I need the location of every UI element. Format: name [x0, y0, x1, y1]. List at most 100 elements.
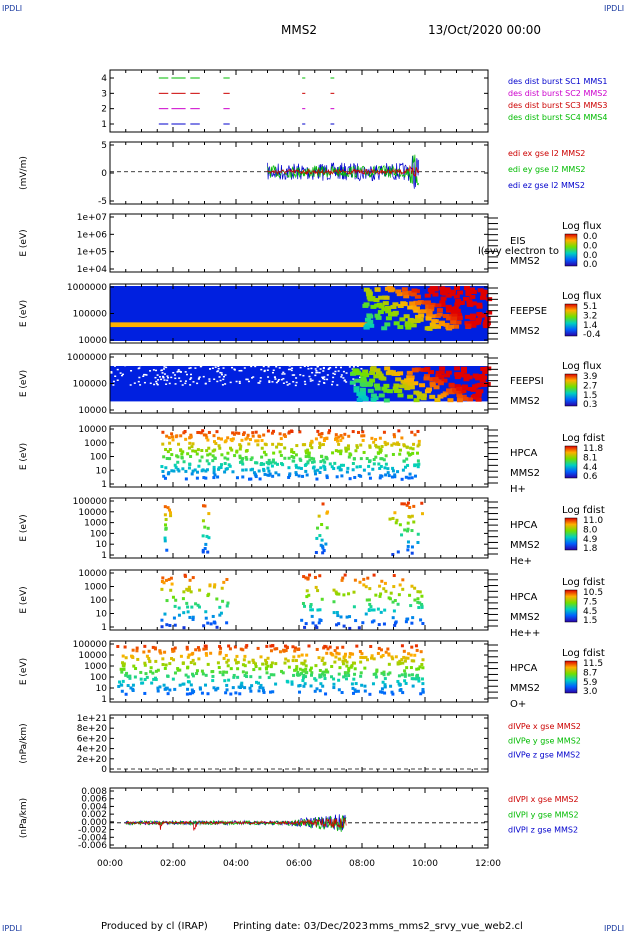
hpca_o-cell-473 — [370, 656, 374, 660]
hpca_hepp-cell-153 — [413, 586, 417, 590]
feepsi-cell-88 — [353, 388, 360, 393]
hpca_h-cell-272 — [344, 449, 348, 453]
hpca_o-cell-94 — [218, 652, 222, 656]
hpca_h-cell-33 — [206, 453, 210, 457]
hpca_o-cell-333 — [309, 666, 313, 670]
feepsi-gap-229 — [309, 380, 312, 382]
feepse-cell-167 — [452, 306, 459, 311]
feepse-cell-211 — [402, 291, 409, 296]
hpca_h-cell-363 — [402, 443, 406, 447]
hpca_o-cell-198 — [143, 663, 147, 667]
ytick-label-hpca_he-4: 10 — [96, 540, 108, 550]
feepse-cell-183 — [374, 287, 381, 292]
feepsi-gap-84 — [110, 371, 113, 373]
feepse-cell-159 — [367, 319, 374, 324]
hpca_h-cell-167 — [294, 471, 298, 475]
hpca_o-cell-115 — [216, 686, 220, 690]
hpca_he-cell-5 — [164, 527, 168, 531]
hpca_hepp-cell-112 — [335, 623, 339, 627]
hpca_o-cell-151 — [221, 673, 225, 677]
hpca_h-cell-348 — [287, 475, 291, 479]
hpca_o-cell-58 — [241, 663, 245, 667]
hpca_h-cell-135 — [331, 451, 335, 455]
hpca_h-cell-27 — [271, 458, 275, 462]
hpca_h-cell-291 — [205, 449, 209, 453]
hpca_h-cell-317 — [327, 431, 331, 435]
hpca_o-cell-483 — [252, 668, 256, 672]
feepse-cell-39 — [444, 287, 451, 292]
hpca_o-cell-169 — [301, 679, 305, 683]
hpca_o-cell-253 — [154, 659, 158, 663]
hpca_he-cell-69 — [410, 514, 414, 518]
hpca_hepp-cell-196 — [368, 587, 372, 591]
hpca_o-cell-363 — [191, 651, 195, 655]
hpca_h-cell-396 — [262, 462, 266, 466]
feepsi-cell-52 — [350, 371, 357, 376]
ylabel-feepse: E (eV) — [19, 300, 29, 327]
hpca_hepp-cell-106 — [378, 584, 382, 588]
hpca_o-cell-153 — [345, 660, 349, 664]
feepsi-cell-119 — [467, 386, 474, 391]
hpca_h-cell-196 — [325, 474, 329, 478]
feepsi-gap-88 — [162, 377, 165, 379]
feepsi-cell-151 — [369, 378, 376, 383]
feepsi-gap-14 — [308, 375, 311, 378]
hpca_o-cell-55 — [172, 658, 176, 662]
hpca_o-cell-284 — [295, 673, 299, 677]
feepsi-gap-47 — [309, 378, 312, 380]
hpca_h-cell-303 — [401, 468, 405, 472]
hpca_h-cell-185 — [304, 469, 308, 473]
hpca_hepp-cell-53 — [183, 574, 187, 578]
feepsi-cell-105 — [452, 388, 459, 393]
hpca_hepp-cell-39 — [215, 625, 219, 629]
hpca_h-cell-261 — [306, 460, 310, 464]
hpca_h-cell-248 — [232, 432, 236, 436]
hpca_o-cell-348 — [315, 647, 319, 651]
hpca_h-cell-210 — [219, 466, 223, 470]
hpca_he-cell-8 — [163, 536, 167, 540]
hpca_h-cell-45 — [207, 430, 211, 434]
feepse-cell-164 — [453, 286, 460, 291]
hpca_hepp-cell-54 — [188, 587, 192, 591]
hpca_o-cell-181 — [400, 658, 404, 662]
hpca_h-cell-79 — [360, 434, 364, 438]
feepse-cell-12 — [399, 317, 406, 322]
feepsi-cell-152 — [461, 366, 468, 371]
feepsi-cell-83 — [434, 398, 441, 403]
hpca_hepp-cell-10 — [186, 605, 190, 609]
hpca_h-cell-297 — [294, 473, 298, 477]
feepsi-cell-144 — [386, 389, 393, 394]
hpca_h-cell-34 — [353, 475, 357, 479]
hpca_hepp-cell-66 — [196, 603, 200, 607]
hpca_hepp-cell-88 — [303, 625, 307, 629]
hpca_he-cell-25 — [203, 525, 207, 529]
hpca_h-cell-341 — [171, 438, 175, 442]
feepsi-cell-163 — [472, 384, 479, 389]
hpca_he-cell-40 — [315, 536, 319, 540]
hpca_hepp-cell-178 — [340, 578, 344, 582]
hpca_h-cell-384 — [188, 435, 192, 439]
feepsi-gap-36 — [238, 380, 241, 383]
hpca_o-cell-140 — [290, 680, 294, 684]
hpca_o-cell-106 — [236, 675, 240, 679]
hpca_h-cell-67 — [250, 456, 254, 460]
feepse-cell-94 — [418, 313, 425, 318]
hpca_o-cell-492 — [163, 666, 167, 670]
hpca_h-cell-484 — [352, 457, 356, 461]
hpca_o-cell-469 — [143, 678, 147, 682]
feepsi-gap-125 — [307, 368, 310, 370]
hpca_o-cell-501 — [225, 660, 229, 664]
hpca_o-cell-451 — [123, 645, 127, 649]
hpca_h-cell-372 — [271, 460, 275, 464]
hpca_h-cell-78 — [260, 455, 264, 459]
feepsi-gap-61 — [342, 364, 345, 367]
hpca_o-cell-322 — [153, 647, 157, 651]
feepse-cell-208 — [463, 296, 470, 301]
feepse-cell-157 — [467, 302, 474, 307]
hpca_o-cell-126 — [122, 664, 126, 668]
feepsi-gap-206 — [268, 380, 271, 382]
hpca_h-cell-377 — [163, 476, 167, 480]
hpca_o-cell-254 — [241, 648, 245, 652]
hpca_he-cell-7 — [165, 548, 169, 552]
hpca_h-cell-277 — [206, 438, 210, 442]
